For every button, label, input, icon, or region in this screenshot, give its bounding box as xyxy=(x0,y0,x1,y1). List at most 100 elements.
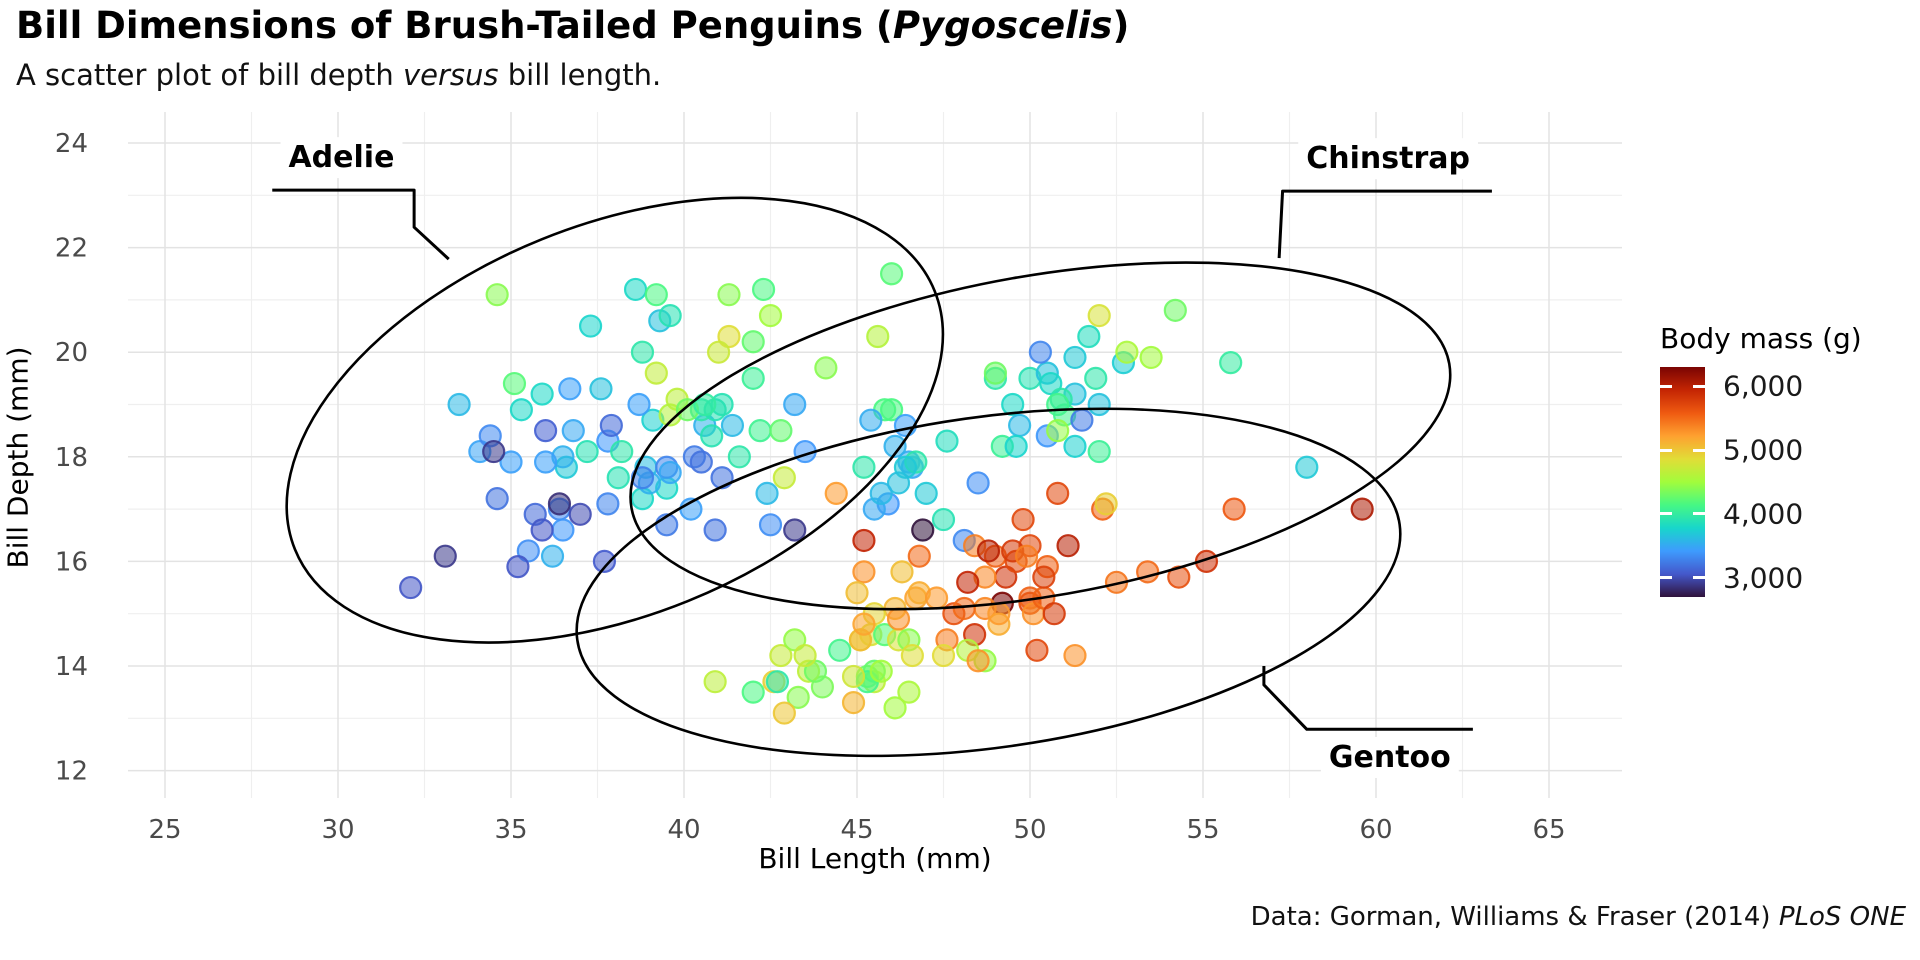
data-point xyxy=(793,643,817,668)
legend-title: Body mass (g) xyxy=(1660,322,1862,355)
species-labels: Adelie Chinstrap Gentoo xyxy=(280,137,1478,779)
data-point xyxy=(866,324,890,349)
data-point xyxy=(533,419,558,443)
data-point xyxy=(1063,345,1087,370)
data-point xyxy=(783,628,807,652)
data-point xyxy=(589,377,613,401)
data-point xyxy=(627,392,651,417)
data-point xyxy=(966,471,990,495)
label-adelie: Adelie xyxy=(288,140,394,175)
data-point xyxy=(931,643,956,668)
data-point xyxy=(1046,481,1070,506)
x-tick-label: 55 xyxy=(1186,815,1219,845)
data-point xyxy=(1056,534,1080,558)
chart-title-suffix: ) xyxy=(1112,4,1130,47)
data-point xyxy=(658,303,682,328)
data-point xyxy=(987,602,1011,626)
x-tick-label: 60 xyxy=(1359,815,1392,845)
data-point xyxy=(568,502,592,526)
chart-title-prefix: Bill Dimensions of Brush-Tailed Penguins… xyxy=(16,4,893,47)
chart-title-genus: Pygoscelis xyxy=(892,4,1113,47)
data-point xyxy=(911,518,935,542)
data-point xyxy=(852,612,876,636)
data-point xyxy=(893,413,918,438)
data-point xyxy=(706,340,731,364)
data-point xyxy=(610,439,634,464)
data-point xyxy=(399,575,423,600)
data-point xyxy=(952,596,976,621)
data-point xyxy=(551,518,575,542)
series-chinstrap xyxy=(703,298,1319,553)
data-point xyxy=(1001,392,1025,417)
data-point xyxy=(447,392,471,417)
y-tick-label: 14 xyxy=(55,652,88,682)
y-tick-label: 12 xyxy=(55,757,88,787)
data-point xyxy=(852,455,876,479)
data-point xyxy=(1087,439,1111,464)
legend-tick-label: 6,000 xyxy=(1723,369,1804,403)
legend-tick-mark xyxy=(1660,384,1672,388)
data-point xyxy=(530,382,554,406)
data-point xyxy=(852,560,876,584)
data-point xyxy=(658,460,682,485)
data-point xyxy=(1219,351,1243,375)
data-point xyxy=(700,424,724,448)
data-point xyxy=(1084,366,1108,390)
data-point xyxy=(907,544,931,568)
data-source-caption: Data: Gorman, Williams & Fraser (2014) P… xyxy=(1251,902,1906,932)
data-point xyxy=(1070,408,1094,432)
data-point xyxy=(1115,340,1139,364)
legend-tick-label: 5,000 xyxy=(1723,433,1804,467)
data-point xyxy=(482,439,506,464)
data-point xyxy=(841,691,866,715)
data-point xyxy=(886,471,911,495)
legend-tick-mark xyxy=(1693,576,1705,580)
data-point xyxy=(1032,565,1056,589)
data-point xyxy=(741,366,765,390)
chart-subtitle: A scatter plot of bill depth versus bill… xyxy=(16,58,661,92)
label-background xyxy=(1320,737,1459,779)
data-point xyxy=(956,570,980,594)
data-point xyxy=(592,549,617,574)
data-point xyxy=(644,361,668,385)
colorbar-gradient xyxy=(1660,367,1705,597)
label-chinstrap: Chinstrap xyxy=(1306,141,1470,176)
data-point xyxy=(786,685,810,709)
data-point xyxy=(879,262,904,286)
data-point xyxy=(803,659,828,683)
data-point xyxy=(710,466,734,490)
data-point xyxy=(1042,602,1066,626)
data-point xyxy=(1077,324,1101,349)
x-tick-label: 45 xyxy=(840,815,873,845)
x-tick-label: 50 xyxy=(1013,815,1046,845)
data-point xyxy=(824,481,848,506)
ellipse-adelie xyxy=(285,196,945,644)
chart-subtitle-italic: versus xyxy=(403,58,499,92)
y-tick-label: 16 xyxy=(55,547,88,577)
data-point xyxy=(914,481,938,506)
x-axis-title: Bill Length (mm) xyxy=(758,842,992,875)
data-point xyxy=(1087,392,1111,417)
connector-gentoo xyxy=(1262,666,1473,731)
data-point xyxy=(689,450,713,474)
data-point xyxy=(765,670,790,694)
data-point xyxy=(1046,419,1070,443)
data-point xyxy=(769,419,793,443)
data-point xyxy=(845,581,869,605)
colorbar-legend: Body mass (g) 6,000 5,000 4,000 3,000 xyxy=(1660,322,1910,597)
annotation-connectors xyxy=(272,188,1492,731)
y-axis-title: Bill Depth (mm) xyxy=(1,346,35,569)
data-point xyxy=(561,419,585,443)
data-point xyxy=(931,507,956,532)
gridlines-major xyxy=(128,112,1622,798)
data-point xyxy=(575,439,599,464)
data-point xyxy=(976,539,1001,563)
label-background xyxy=(1298,138,1478,180)
data-point xyxy=(506,555,530,579)
chart-subtitle-suffix: bill length. xyxy=(498,58,662,92)
data-point xyxy=(1025,638,1049,662)
data-point xyxy=(499,450,523,474)
data-point xyxy=(741,680,765,704)
data-point xyxy=(883,434,907,458)
